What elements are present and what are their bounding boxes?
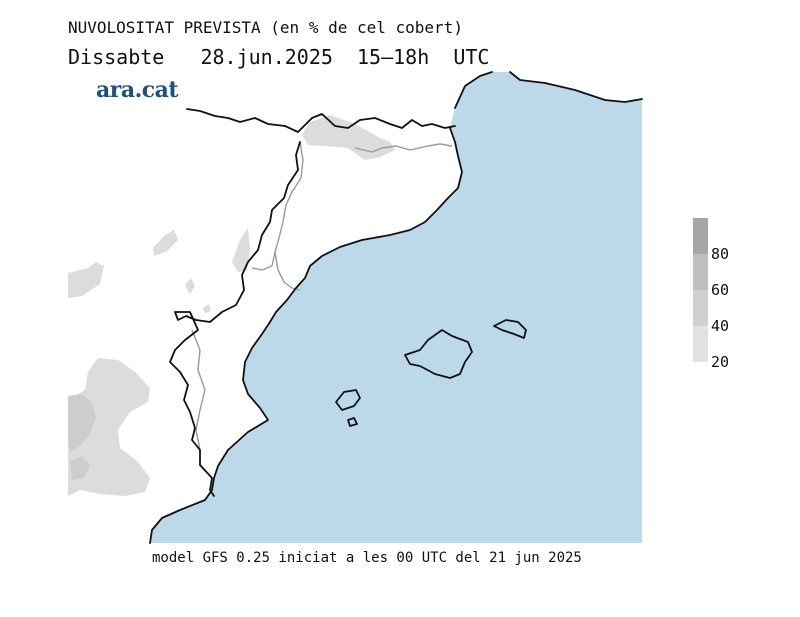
legend-swatch-60 — [693, 254, 708, 290]
legend-color-bar — [693, 218, 708, 362]
legend-swatch-20 — [693, 326, 708, 362]
map-title: NUVOLOSITAT PREVISTA (en % de cel cobert… — [68, 18, 463, 37]
cloud-patches — [68, 115, 395, 496]
sea-area — [150, 72, 642, 543]
legend-label-40: 40 — [711, 317, 730, 335]
legend-swatch-40 — [693, 290, 708, 326]
legend-label-80: 80 — [711, 245, 730, 263]
legend-label-60: 60 — [711, 281, 730, 299]
brand-logo: ara.cat — [96, 77, 179, 103]
legend-swatch-80 — [693, 218, 708, 254]
legend-label-20: 20 — [711, 353, 730, 371]
model-footer: model GFS 0.25 iniciat a les 00 UTC del … — [152, 550, 582, 566]
coastline-and-borders — [149, 71, 643, 544]
map-subtitle: Dissabte 28.jun.2025 15–18h UTC — [68, 45, 490, 69]
